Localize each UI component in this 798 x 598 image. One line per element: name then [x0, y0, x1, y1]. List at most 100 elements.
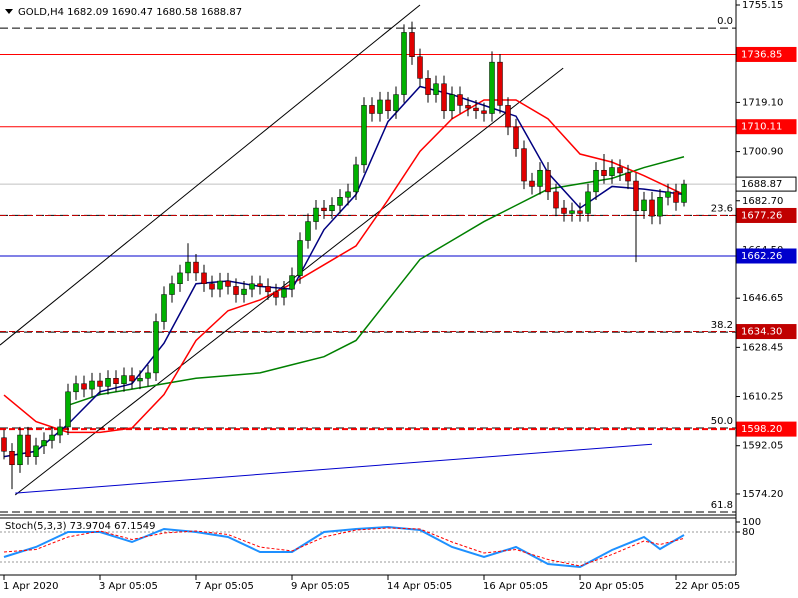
- x-tick-label: 7 Apr 05:05: [195, 581, 254, 592]
- candle-body: [73, 383, 79, 393]
- candle-body: [105, 378, 111, 387]
- chart-title: GOLD,H4 1682.09 1690.47 1680.58 1688.87: [18, 7, 242, 18]
- axes: 1755.151719.101700.901682.701664.501646.…: [3, 0, 797, 592]
- candle-body: [313, 207, 319, 222]
- candle-body: [337, 197, 343, 206]
- x-tick-label: 14 Apr 05:05: [387, 581, 452, 592]
- price-label: 1736.85: [741, 49, 782, 60]
- candle-body: [401, 32, 407, 95]
- candle-body: [297, 240, 303, 276]
- candle-body: [233, 286, 239, 295]
- y-tick-label: 1628.45: [742, 342, 783, 353]
- y-tick-label: 1574.20: [742, 489, 783, 500]
- main-plot: 0.0 23.6 38.2 50.0 61.8: [0, 4, 736, 513]
- candle-body: [593, 169, 599, 193]
- y-tick-label: 100: [742, 517, 761, 528]
- candle-body: [289, 275, 295, 290]
- candle-body: [385, 99, 391, 112]
- candle-body: [129, 375, 135, 382]
- y-tick-label: 80: [742, 527, 755, 538]
- candle-body: [425, 78, 431, 95]
- candle-body: [145, 372, 151, 379]
- price-label: 1677.26: [741, 210, 782, 221]
- y-tick-label: 1682.70: [742, 196, 783, 207]
- candle-body: [449, 94, 455, 112]
- fib-label: 0.0: [717, 16, 733, 27]
- candle-body: [97, 380, 103, 387]
- price-label: 1662.26: [741, 251, 782, 262]
- candle-body: [17, 434, 23, 466]
- candle-body: [553, 191, 559, 209]
- trendline: [0, 4, 421, 346]
- y-tick-label: 1610.25: [742, 392, 783, 403]
- candle-body: [561, 207, 567, 214]
- candle-body: [441, 83, 447, 112]
- y-tick-label: 1719.10: [742, 97, 783, 108]
- candle-body: [513, 126, 519, 149]
- candle-body: [321, 207, 327, 212]
- candle-body: [641, 199, 647, 212]
- candle-body: [185, 261, 191, 274]
- candle-body: [545, 169, 551, 193]
- candle-body: [585, 191, 591, 214]
- candle-body: [305, 221, 311, 241]
- candle-body: [193, 261, 199, 274]
- candle-body: [345, 191, 351, 198]
- fib-label: 38.2: [711, 320, 733, 331]
- candle-body: [353, 164, 359, 193]
- candle-body: [121, 375, 127, 384]
- y-tick-label: 1592.05: [742, 441, 783, 452]
- candle-body: [241, 288, 247, 295]
- price-label: 1688.87: [741, 179, 782, 190]
- x-tick-label: 22 Apr 05:05: [675, 581, 740, 592]
- candle-body: [201, 272, 207, 284]
- candle-body: [169, 283, 175, 295]
- candle-body: [33, 445, 39, 457]
- candle-body: [249, 283, 255, 290]
- y-tick-label: 1755.15: [742, 0, 783, 11]
- candle-body: [361, 105, 367, 166]
- y-tick-label: 1700.90: [742, 147, 783, 158]
- candle-body: [601, 169, 607, 176]
- candle-body: [505, 105, 511, 128]
- candle-body: [409, 32, 415, 57]
- candle-body: [393, 94, 399, 112]
- candle-body: [417, 56, 423, 79]
- candle-body: [609, 167, 615, 176]
- candle-body: [457, 94, 463, 106]
- candle-body: [113, 378, 119, 384]
- dropdown-icon[interactable]: [5, 9, 13, 14]
- x-tick-label: 9 Apr 05:05: [291, 581, 350, 592]
- price-label: 1710.11: [741, 122, 782, 133]
- price-label: 1634.30: [741, 327, 782, 338]
- candle-body: [681, 183, 687, 203]
- candle-body: [89, 380, 95, 390]
- candle-body: [433, 83, 439, 95]
- candle-body: [161, 294, 167, 322]
- candle-body: [481, 110, 487, 114]
- stoch-line: [3, 527, 685, 567]
- trendline: [15, 443, 653, 494]
- y-tick-label: 1646.65: [742, 293, 783, 304]
- moving-average: [3, 99, 685, 434]
- candle-body: [537, 169, 543, 187]
- candle-body: [329, 205, 335, 212]
- candle-body: [673, 191, 679, 203]
- candle-body: [489, 61, 495, 114]
- candle-body: [577, 210, 583, 214]
- candle-body: [209, 283, 215, 290]
- candle-body: [81, 383, 87, 390]
- candle-body: [569, 210, 575, 214]
- stoch-plot: [0, 525, 736, 569]
- fib-label: 61.8: [711, 500, 733, 511]
- candle-body: [225, 280, 231, 287]
- candle-body: [65, 391, 71, 428]
- candle-body: [529, 180, 535, 187]
- candle-body: [377, 99, 383, 114]
- price-label: 1598.20: [741, 424, 782, 435]
- candle-body: [137, 378, 143, 382]
- candle-body: [257, 283, 263, 287]
- candle-body: [633, 180, 639, 212]
